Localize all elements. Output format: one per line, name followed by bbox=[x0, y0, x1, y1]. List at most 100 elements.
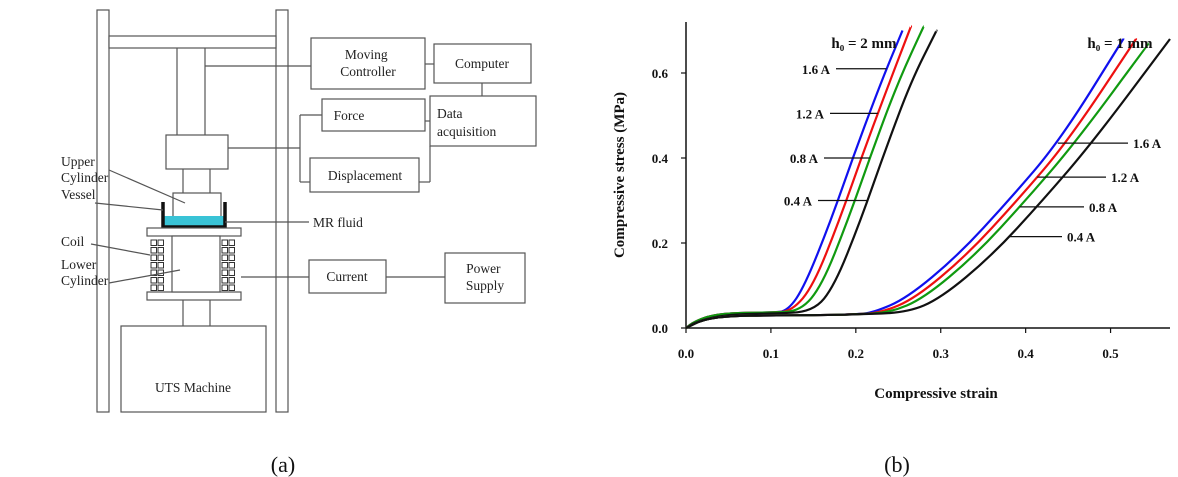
coil-turn bbox=[150, 254, 157, 261]
coil-turn bbox=[221, 247, 228, 254]
stress-strain-chart: 0.0 0.1 0.2 0.3 0.4 0.5 0.0 0.2 0.4 0.6 1.6 A 1.2… bbox=[612, 22, 1171, 477]
y-ticks: 0.0 0.2 0.4 0.6 bbox=[652, 66, 686, 336]
upper-cylinder-label: Upper Cylinder bbox=[61, 154, 109, 185]
displacement-box bbox=[309, 157, 420, 193]
coil-turn bbox=[157, 284, 164, 291]
curve-h2mm-08A bbox=[685, 25, 925, 329]
setup-diagram: UTS Machine Upper Cylinder Vessel Coil L… bbox=[61, 9, 537, 477]
force-label: Force bbox=[334, 108, 365, 123]
caption-a: (a) bbox=[271, 452, 295, 477]
y-tick-label: 0.4 bbox=[652, 151, 669, 166]
x-tick-label: 0.1 bbox=[763, 346, 779, 361]
current-label-h1mm: 0.8 A bbox=[1089, 200, 1118, 215]
force-box bbox=[321, 98, 426, 132]
load-cell-box bbox=[165, 134, 229, 170]
x-tick-label: 0.2 bbox=[848, 346, 864, 361]
upper-cylinder-leader bbox=[108, 169, 186, 204]
coil-turn bbox=[221, 269, 228, 276]
x-tick-label: 0.0 bbox=[678, 346, 694, 361]
current-label-h2mm: 1.6 A bbox=[802, 62, 831, 77]
y-tick-label: 0.6 bbox=[652, 66, 669, 81]
current-label: Current bbox=[326, 269, 367, 284]
y-tick-label: 0.2 bbox=[652, 236, 668, 251]
current-label-h1mm: 1.6 A bbox=[1133, 136, 1162, 151]
coil-turn bbox=[221, 262, 228, 269]
coil-leader bbox=[90, 243, 151, 256]
coil-turn bbox=[228, 269, 235, 276]
coil-turn bbox=[150, 277, 157, 284]
coil-turn bbox=[157, 247, 164, 254]
current-label-h2mm: 0.8 A bbox=[790, 151, 819, 166]
coil-turn bbox=[221, 254, 228, 261]
curve-h1mm-08A bbox=[685, 42, 1150, 329]
coil-turn bbox=[228, 277, 235, 284]
coil-turn bbox=[157, 239, 164, 246]
current-label-h2mm: 1.2 A bbox=[796, 106, 825, 121]
coil-turn bbox=[228, 239, 235, 246]
x-tick-label: 0.3 bbox=[933, 346, 950, 361]
group-label-1mm: h₀ = 1 mm bbox=[1087, 36, 1153, 52]
coil-turn bbox=[221, 239, 228, 246]
left-frame-post bbox=[96, 9, 110, 413]
group-label-2mm: h₀ = 2 mm bbox=[831, 36, 897, 52]
moving-controller-label: Moving Controller bbox=[340, 47, 396, 79]
coil-turn bbox=[228, 284, 235, 291]
displacement-label: Displacement bbox=[328, 168, 402, 183]
y-tick-label: 0.0 bbox=[652, 321, 668, 336]
current-label-h2mm: 0.4 A bbox=[784, 194, 813, 209]
vessel-label: Vessel bbox=[61, 187, 96, 202]
computer-box bbox=[433, 43, 532, 84]
mr-fluid-label: MR fluid bbox=[313, 215, 363, 230]
right-frame-post bbox=[275, 9, 289, 413]
x-tick-label: 0.4 bbox=[1018, 346, 1035, 361]
coil-turn bbox=[228, 247, 235, 254]
coil-bottom-plate bbox=[146, 291, 242, 301]
current-labels: 1.6 A 1.2 A 0.8 A 0.4 A 1.6 A 1.2 A 0.8 A 0.4 A bbox=[784, 62, 1162, 245]
coil-turn bbox=[150, 284, 157, 291]
current-label-h1mm: 1.2 A bbox=[1111, 170, 1140, 185]
coil-label: Coil bbox=[61, 234, 85, 249]
coil-turn bbox=[221, 284, 228, 291]
lower-cylinder-label: Lower Cylinder bbox=[61, 257, 109, 288]
power-supply-label: Power Supply bbox=[466, 261, 505, 293]
vessel bbox=[161, 202, 227, 229]
lower-cylinder bbox=[171, 235, 221, 293]
coil-turn bbox=[157, 277, 164, 284]
coil-turn bbox=[157, 262, 164, 269]
x-ticks: 0.0 0.1 0.2 0.3 0.4 0.5 bbox=[678, 328, 1119, 361]
coil-turn bbox=[228, 262, 235, 269]
coil-turn bbox=[150, 269, 157, 276]
mr-fluid bbox=[164, 216, 224, 226]
coil-turn bbox=[150, 247, 157, 254]
x-tick-label: 0.5 bbox=[1102, 346, 1119, 361]
y-axis-title: Compressive stress (MPa) bbox=[612, 92, 628, 258]
coil-turn bbox=[157, 254, 164, 261]
curves bbox=[685, 25, 1171, 329]
x-axis-title: Compressive strain bbox=[874, 386, 998, 402]
vessel-leader bbox=[94, 202, 164, 211]
moving-controller-box bbox=[310, 37, 426, 90]
data-acquisition-label: Data acquisition bbox=[437, 106, 496, 139]
top-crossbar bbox=[108, 35, 277, 49]
coil-turn bbox=[221, 277, 228, 284]
curve-h2mm-12A bbox=[685, 25, 913, 329]
current-label-h1mm: 0.4 A bbox=[1067, 230, 1096, 245]
coil-turn bbox=[150, 262, 157, 269]
lower-cylinder-leader bbox=[108, 269, 181, 284]
coil-turn bbox=[228, 254, 235, 261]
curve-h1mm-04A bbox=[685, 38, 1171, 329]
uts-machine-label: UTS Machine bbox=[155, 380, 231, 395]
coil-turn bbox=[150, 239, 157, 246]
uts-machine bbox=[120, 325, 267, 413]
caption-b: (b) bbox=[884, 452, 910, 477]
coil-winding-right bbox=[221, 239, 235, 291]
upper-cylinder bbox=[172, 192, 222, 220]
coil-winding-left bbox=[150, 239, 164, 291]
data-acquisition-box bbox=[429, 95, 537, 147]
curve-h2mm-16A bbox=[685, 30, 904, 329]
power-supply-box bbox=[444, 252, 526, 304]
computer-label: Computer bbox=[455, 56, 509, 71]
coil-top-plate bbox=[146, 227, 242, 237]
